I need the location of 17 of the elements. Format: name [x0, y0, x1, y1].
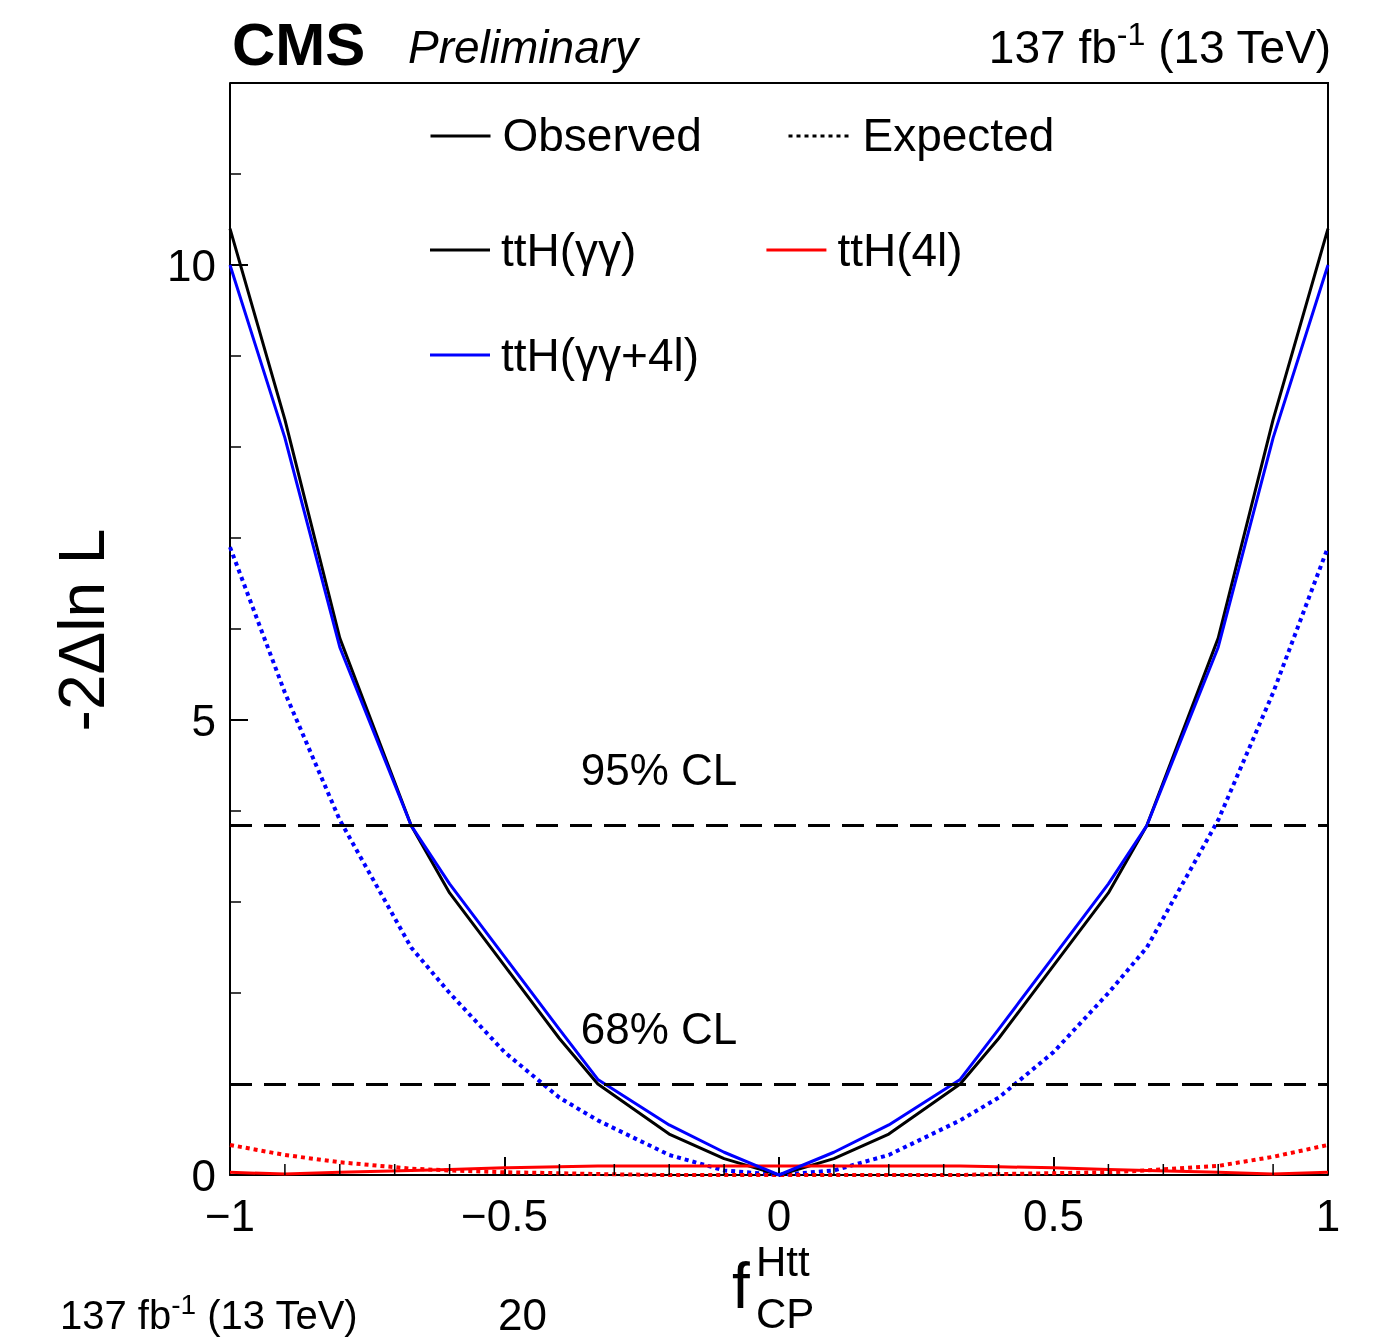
y-tick-label: 10 — [167, 240, 216, 290]
y-axis-title: -2Δln L — [46, 528, 118, 732]
legend-label: ttH(γγ+4l) — [501, 329, 700, 381]
ref-line-label: 68% CL — [580, 1003, 738, 1053]
x-tick-label: 0 — [766, 1190, 792, 1240]
legend-label: ttH(4l) — [837, 224, 963, 276]
x-tick-label: −0.5 — [461, 1190, 548, 1240]
chart-title: CMS — [232, 10, 366, 78]
annotation: Observed — [502, 109, 702, 161]
x-tick-label: 0.5 — [1022, 1190, 1085, 1240]
annotation: Expected — [862, 109, 1055, 161]
text: 20 — [498, 1289, 547, 1339]
ref-line-label: 95% CL — [580, 745, 738, 795]
y-tick-label: 5 — [191, 695, 216, 745]
legend-label: ttH(γγ) — [501, 224, 637, 276]
chart-subtitle: Preliminary — [408, 21, 642, 73]
x-tick-label: 1 — [1315, 1190, 1341, 1240]
